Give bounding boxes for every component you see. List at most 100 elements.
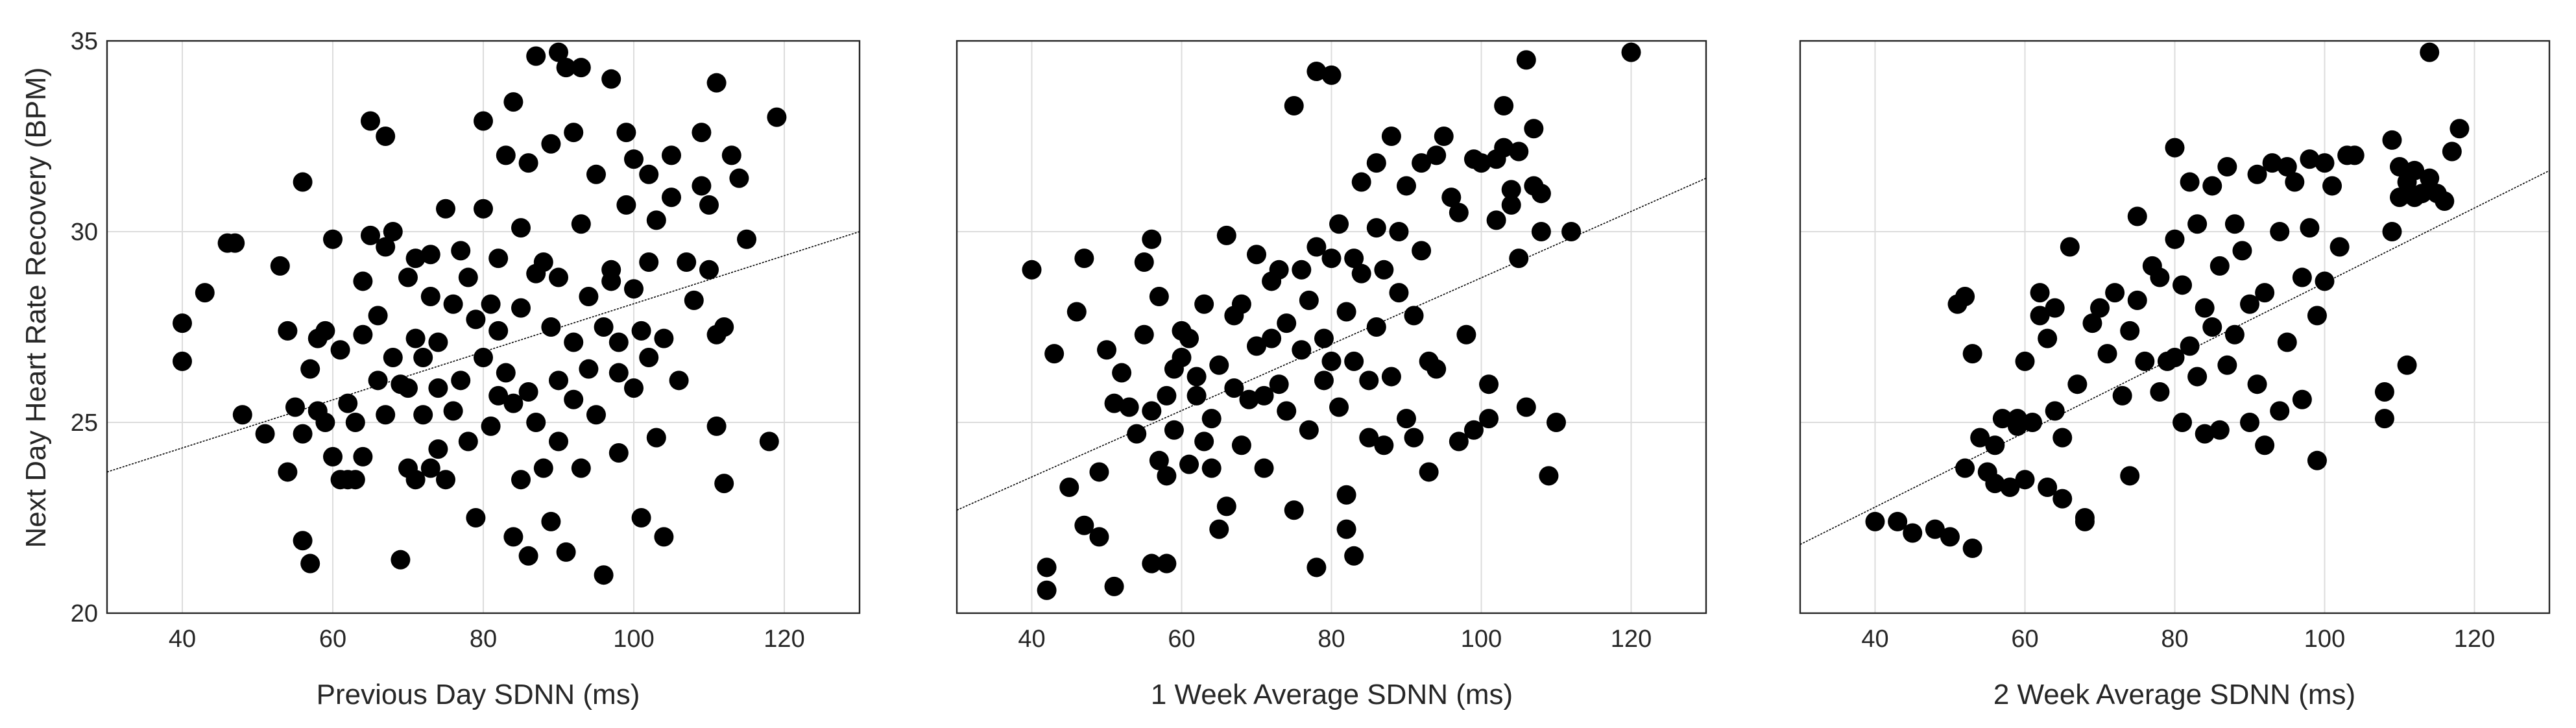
data-point [2315, 271, 2335, 291]
data-point [1441, 188, 1462, 208]
data-point [1254, 458, 1274, 478]
data-point [692, 123, 712, 143]
data-point [1992, 409, 2012, 429]
data-point [503, 393, 524, 413]
data-point [518, 546, 538, 566]
data-point [2097, 344, 2117, 364]
data-point [1419, 462, 1439, 482]
data-point [1531, 222, 1551, 241]
data-point [759, 431, 779, 452]
data-point [293, 424, 313, 444]
data-point [541, 317, 561, 337]
data-point [376, 405, 396, 425]
data-point [518, 153, 538, 173]
data-point [368, 306, 388, 326]
data-point [2045, 298, 2065, 318]
data-point [2217, 157, 2237, 177]
data-point [767, 107, 787, 127]
data-point [1516, 50, 1536, 70]
data-point [1351, 263, 1371, 284]
data-point [571, 458, 591, 478]
data-point [195, 283, 215, 303]
data-point [556, 542, 576, 562]
data-point [405, 249, 426, 269]
data-point [2195, 424, 2215, 444]
data-point [458, 431, 478, 452]
data-point [1157, 466, 1177, 486]
x-tick-label: 40 [1018, 625, 1045, 653]
y-tick-label: 20 [71, 600, 98, 627]
data-point [1516, 397, 1536, 417]
data-point [721, 145, 741, 165]
data-point [1865, 511, 1885, 531]
data-point [2202, 176, 2222, 196]
data-point [1381, 127, 1401, 146]
data-point [624, 149, 644, 169]
data-point [2270, 401, 2290, 421]
data-point [361, 111, 380, 131]
data-point [1097, 340, 1116, 360]
data-point [1321, 351, 1342, 371]
data-point [2127, 206, 2147, 226]
data-point [2187, 367, 2208, 387]
data-point [405, 328, 426, 348]
data-point [2285, 172, 2305, 192]
data-point [1201, 458, 1222, 478]
data-point [443, 401, 463, 421]
data-point [1985, 474, 2005, 494]
data-point [1397, 409, 1416, 429]
data-point [549, 267, 568, 287]
data-point [1089, 527, 1109, 547]
data-point [533, 252, 553, 273]
data-point [1074, 515, 1094, 535]
data-point [2038, 328, 2058, 348]
data-point [398, 378, 418, 398]
data-point [526, 413, 546, 432]
x-tick-label: 60 [1168, 625, 1195, 653]
data-point [571, 214, 591, 234]
data-point [474, 199, 493, 219]
data-point [405, 470, 426, 490]
data-point [323, 446, 343, 467]
data-point [1299, 420, 1319, 440]
data-point [601, 69, 621, 89]
data-point [420, 458, 440, 478]
data-point [624, 279, 644, 299]
data-point [173, 313, 192, 334]
data-point [2007, 416, 2027, 436]
data-point [2329, 237, 2350, 257]
data-point [2382, 130, 2402, 150]
axes-frame [1799, 40, 2551, 614]
data-point [2374, 382, 2394, 402]
x-tick-label: 80 [470, 625, 497, 653]
data-point [564, 123, 584, 143]
data-point [1231, 294, 1251, 314]
data-point [2247, 374, 2267, 394]
data-point [2240, 413, 2259, 432]
data-point [1044, 344, 1065, 364]
data-point [353, 324, 373, 345]
data-point [1157, 385, 1177, 406]
data-point [1306, 557, 1327, 577]
data-point [608, 443, 629, 463]
data-point [1134, 252, 1154, 273]
data-point [315, 321, 335, 341]
x-tick-label: 60 [319, 625, 346, 653]
data-point [586, 164, 606, 184]
data-point [1547, 413, 1566, 432]
data-point [413, 405, 433, 425]
data-point [1374, 260, 1394, 280]
data-point [1412, 153, 1432, 173]
data-point [2435, 191, 2455, 211]
x-tick-label: 80 [1318, 625, 1345, 653]
data-point [1456, 324, 1476, 345]
data-point [646, 210, 666, 230]
data-point [1292, 340, 1312, 360]
data-point [594, 317, 614, 337]
data-point [1231, 435, 1251, 455]
data-point [639, 252, 659, 273]
data-point [2292, 389, 2312, 409]
data-point [2300, 149, 2320, 169]
data-point [699, 260, 719, 280]
data-point [1479, 374, 1499, 394]
